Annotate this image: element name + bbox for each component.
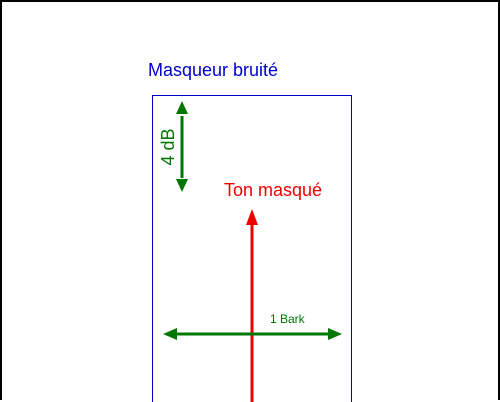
frequency-scale-label: 1 Bark [270,312,306,326]
masker-label: Masqueur bruité [148,60,278,80]
level-scale-arrowhead-up [176,101,188,114]
masked-tone-label: Ton masqué [224,180,322,200]
masked-tone-arrowhead [246,209,258,225]
frequency-scale-arrowhead-right [328,328,342,340]
level-scale-arrowhead-down [176,179,188,192]
frequency-scale-arrowhead-left [163,328,177,340]
level-scale-label: 4 dB [158,128,178,165]
